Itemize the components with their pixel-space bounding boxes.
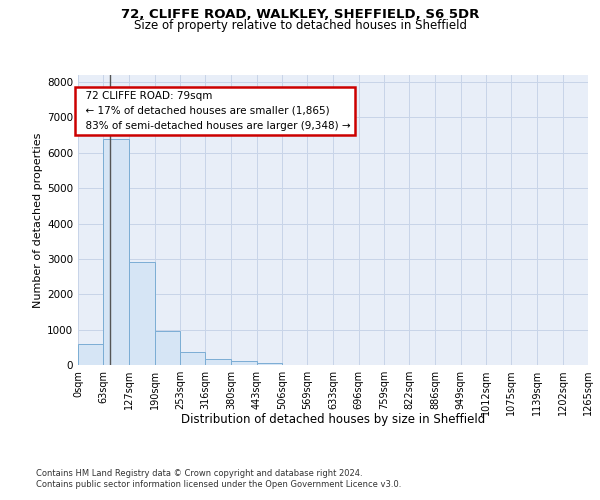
Text: 72 CLIFFE ROAD: 79sqm
  ← 17% of detached houses are smaller (1,865)
  83% of se: 72 CLIFFE ROAD: 79sqm ← 17% of detached … xyxy=(79,91,350,130)
Bar xyxy=(155,330,180,365)
Y-axis label: Number of detached properties: Number of detached properties xyxy=(33,132,43,308)
Bar xyxy=(129,262,155,365)
Text: Contains public sector information licensed under the Open Government Licence v3: Contains public sector information licen… xyxy=(36,480,401,489)
Bar xyxy=(180,352,205,365)
Text: Distribution of detached houses by size in Sheffield: Distribution of detached houses by size … xyxy=(181,412,485,426)
Bar xyxy=(231,362,257,365)
Bar xyxy=(257,363,282,365)
Bar xyxy=(103,138,129,365)
Text: Contains HM Land Registry data © Crown copyright and database right 2024.: Contains HM Land Registry data © Crown c… xyxy=(36,468,362,477)
Bar xyxy=(205,360,231,365)
Text: 72, CLIFFE ROAD, WALKLEY, SHEFFIELD, S6 5DR: 72, CLIFFE ROAD, WALKLEY, SHEFFIELD, S6 … xyxy=(121,8,479,20)
Bar xyxy=(78,344,103,365)
Text: Size of property relative to detached houses in Sheffield: Size of property relative to detached ho… xyxy=(133,18,467,32)
